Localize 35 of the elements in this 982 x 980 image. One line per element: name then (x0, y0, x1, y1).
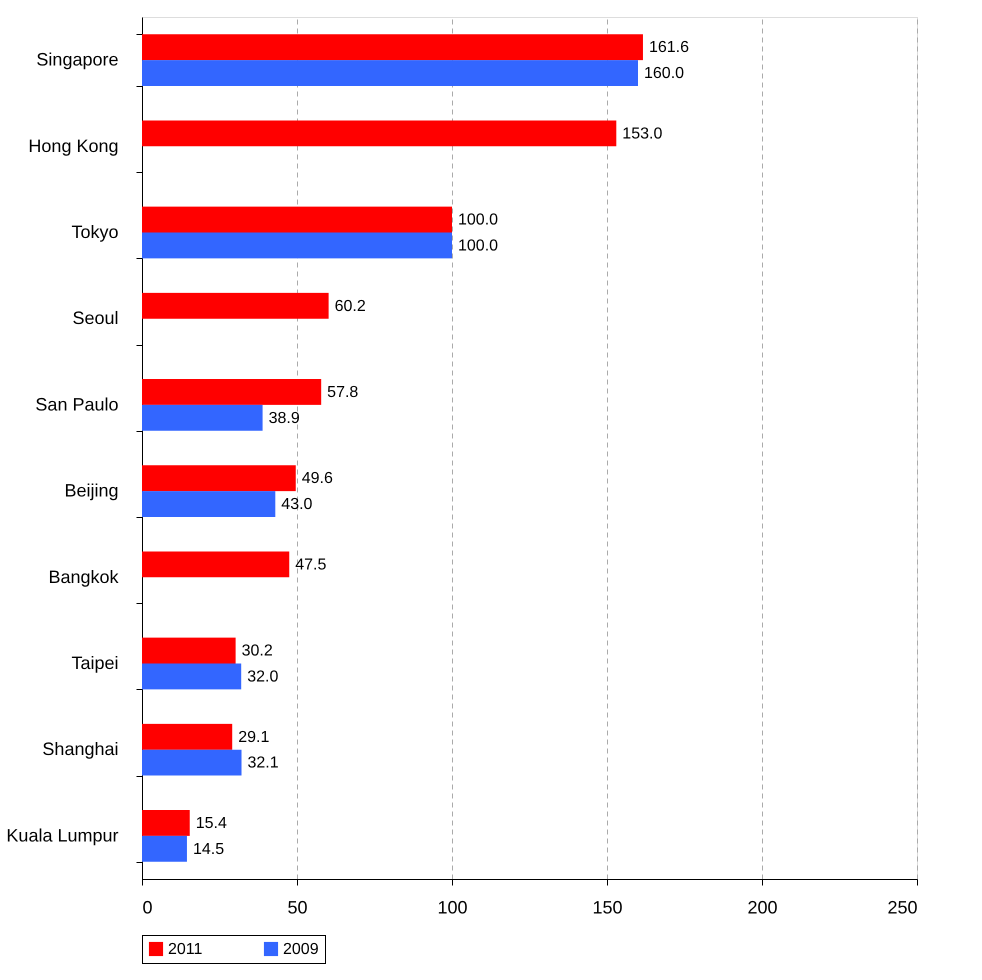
y-tick-label: Hong Kong (28, 136, 118, 156)
data-label: 38.9 (268, 410, 300, 427)
y-tick-label: Tokyo (71, 222, 118, 242)
legend-label: 2009 (283, 941, 319, 958)
data-label: 29.1 (238, 728, 270, 746)
y-tick-label: Kuala Lumpur (6, 825, 118, 846)
data-label: 153.0 (622, 125, 662, 142)
y-tick-label: Singapore (36, 50, 118, 70)
y-tick-label: Beijing (64, 480, 118, 501)
y-tick-label: Seoul (72, 308, 118, 328)
x-tick-label: 150 (592, 898, 623, 918)
y-tick-label: Bangkok (48, 566, 120, 587)
y-tick-label: Shanghai (42, 739, 118, 760)
x-tick-label: 250 (887, 898, 918, 918)
data-label: 100.0 (458, 237, 498, 254)
data-label: 160.0 (644, 65, 684, 82)
data-label: 47.5 (295, 556, 326, 574)
x-tick-label: 100 (437, 898, 468, 918)
x-tick-label: 200 (747, 898, 778, 918)
legend-label: 2011 (168, 941, 203, 958)
x-tick-label: 50 (287, 898, 308, 918)
data-label: 161.6 (648, 39, 690, 56)
data-label: 30.2 (242, 642, 273, 660)
y-tick-label: San Paulo (35, 394, 118, 414)
data-label: 43.0 (281, 496, 313, 514)
data-label: 32.1 (248, 754, 279, 772)
y-tick-label: Taipei (71, 653, 118, 673)
data-label: 32.0 (247, 668, 278, 686)
data-label: 57.8 (327, 384, 358, 401)
data-label: 14.5 (192, 840, 224, 858)
x-tick-label: 0 (142, 898, 153, 918)
data-label: 60.2 (334, 298, 366, 315)
data-label: 100.0 (458, 212, 498, 229)
data-label: 49.6 (302, 470, 333, 488)
data-label: 15.4 (196, 814, 227, 832)
